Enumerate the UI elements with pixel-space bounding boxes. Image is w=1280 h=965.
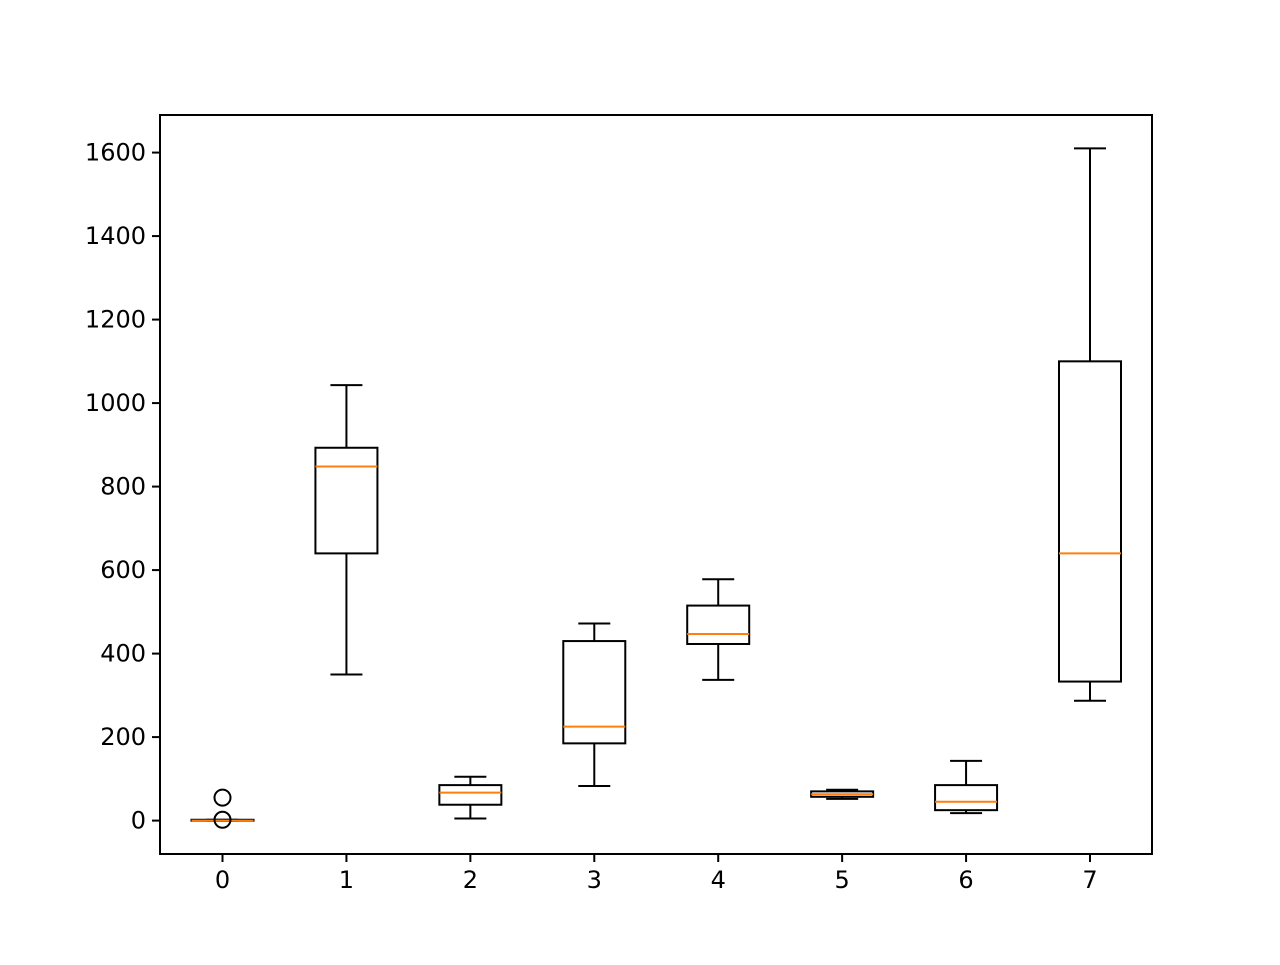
box-group-2: [438, 775, 503, 820]
plot-marks: [190, 147, 1122, 829]
y-tick-label: 200: [100, 723, 146, 751]
x-tick-label: 4: [711, 866, 726, 894]
box-group-6: [934, 759, 999, 815]
iqr-box: [562, 640, 627, 745]
iqr-box: [686, 604, 751, 645]
box-group-0: [190, 788, 255, 829]
iqr-box: [438, 784, 503, 806]
y-tick-label: 1600: [85, 139, 146, 167]
iqr-box: [314, 446, 379, 555]
y-tick-label: 1400: [85, 222, 146, 250]
y-tick-label: 0: [131, 807, 146, 835]
x-tick-label: 5: [835, 866, 850, 894]
box-group-5: [810, 788, 875, 800]
x-tick-label: 6: [958, 866, 973, 894]
outlier-point: [213, 788, 232, 807]
axes-layer: 0 200 400 600 800 1000 1200 1400 1600 0 1 2 3 4 5 6 7: [85, 114, 1153, 894]
y-tick-label: 1200: [85, 306, 146, 334]
box-group-4: [686, 578, 751, 681]
outlier-point: [213, 810, 232, 829]
x-tick-label: 3: [587, 866, 602, 894]
box-group-7: [1058, 147, 1122, 702]
iqr-box: [934, 784, 999, 812]
axes-frame: [159, 114, 1153, 855]
y-tick-label: 1000: [85, 389, 146, 417]
y-tick-label: 400: [100, 640, 146, 668]
x-tick-label: 7: [1082, 866, 1097, 894]
y-tick-label: 600: [100, 556, 146, 584]
box-group-3: [562, 622, 627, 787]
x-tick-label: 0: [215, 866, 230, 894]
box-group-1: [314, 384, 379, 676]
x-tick-label: 1: [339, 866, 354, 894]
iqr-box: [1058, 360, 1122, 683]
x-tick-label: 2: [463, 866, 478, 894]
y-tick-label: 800: [100, 473, 146, 501]
